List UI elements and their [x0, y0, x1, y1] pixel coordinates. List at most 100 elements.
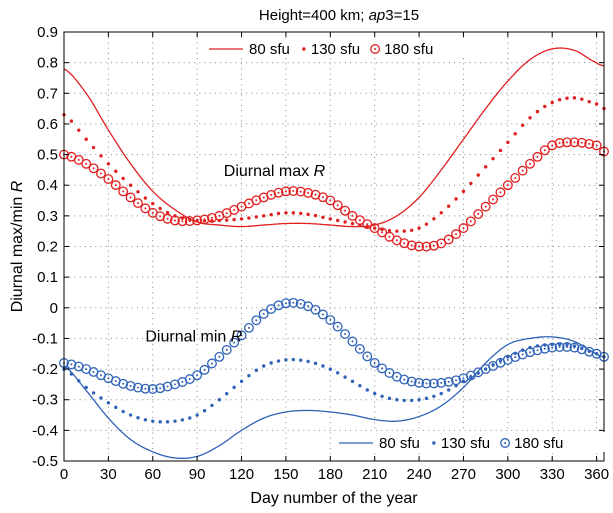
y-tick-label: -0.3 [32, 392, 58, 409]
data-point [528, 116, 532, 120]
data-point [421, 241, 432, 252]
data-point-center [529, 351, 532, 354]
data-point [458, 223, 469, 234]
data-point [362, 351, 373, 362]
data-point-center [329, 319, 332, 322]
data-point-center [344, 333, 347, 336]
legend-circle-marker [370, 44, 381, 54]
data-point [476, 173, 480, 177]
data-point-center [403, 242, 406, 245]
data-point-center [492, 364, 495, 367]
data-point-center [70, 155, 73, 158]
data-point [562, 137, 572, 148]
data-point-center [484, 368, 487, 371]
data-point [402, 398, 406, 403]
data-point-center [536, 155, 539, 158]
data-point [158, 420, 162, 424]
data-point [229, 337, 240, 348]
data-point [432, 217, 436, 221]
data-point-center [425, 245, 428, 248]
data-point-center [77, 365, 80, 368]
data-point-center [588, 142, 591, 145]
data-point-center [203, 218, 206, 221]
data-point-center [381, 231, 384, 234]
y-tick-label: 0.4 [37, 177, 58, 194]
data-point [66, 359, 77, 370]
series-max-80-sfu-line [63, 47, 605, 228]
data-point [291, 357, 296, 362]
data-point [517, 349, 528, 360]
data-point [325, 195, 336, 206]
data-point [96, 168, 106, 179]
data-point [406, 376, 417, 387]
y-tick-label: 0.5 [37, 147, 58, 164]
data-point [273, 300, 284, 311]
data-point [254, 368, 259, 373]
data-point [454, 197, 458, 201]
data-point [151, 419, 155, 423]
data-point [387, 396, 392, 401]
data-point-center [307, 191, 310, 194]
data-point-center [573, 346, 576, 349]
data-point-center [499, 191, 502, 194]
data-point [258, 308, 269, 319]
data-point-center [321, 313, 324, 316]
data-point [443, 376, 454, 387]
data-point-center [277, 191, 280, 194]
data-point-center [136, 202, 139, 205]
series-min-80-sfu-line [63, 336, 605, 459]
data-point [262, 214, 266, 218]
annotation-diurnal-max: Diurnal max R [224, 163, 326, 180]
data-point [239, 379, 244, 384]
data-point [217, 398, 222, 402]
data-point-center [366, 355, 369, 358]
data-point [343, 375, 347, 379]
data-point-center [321, 196, 324, 199]
data-point-center [92, 370, 95, 373]
y-tick-label: 0.1 [37, 269, 58, 286]
data-point [343, 220, 347, 224]
data-point [280, 186, 291, 197]
data-point-center [551, 346, 554, 349]
data-point [306, 212, 310, 217]
data-point-center [181, 220, 184, 223]
data-point [91, 145, 96, 150]
data-point [480, 201, 491, 212]
data-point-center [447, 238, 450, 241]
data-point [128, 183, 133, 187]
data-point-center [144, 387, 147, 390]
data-point [303, 187, 314, 198]
data-point [495, 187, 506, 198]
data-point [106, 401, 111, 405]
data-point [99, 396, 103, 400]
data-point-center [551, 144, 554, 147]
data-point-center [580, 348, 583, 351]
data-point-center [403, 378, 406, 381]
x-tick-label: 360 [584, 466, 609, 483]
data-point-center [196, 219, 199, 222]
data-point [121, 409, 125, 414]
data-point [347, 210, 358, 221]
legend-label: 80 sfu [249, 41, 290, 58]
data-point [284, 358, 288, 362]
data-point [340, 329, 351, 340]
data-point [409, 228, 414, 232]
data-point [143, 418, 148, 422]
data-point [81, 158, 92, 169]
data-point [369, 223, 380, 234]
series-max-180-sfu [59, 137, 609, 252]
data-point-center [99, 172, 102, 175]
data-point [498, 148, 503, 153]
data-point-center [233, 208, 236, 211]
data-point-center [447, 380, 450, 383]
data-point [162, 381, 173, 392]
data-point-center [107, 377, 110, 380]
x-tick-label: 300 [495, 466, 520, 483]
data-point-center [521, 169, 524, 172]
data-point-center [314, 193, 317, 196]
data-point-center [566, 345, 569, 348]
y-axis-label: Diurnal max/min R [9, 180, 26, 312]
y-tick-label: 0 [50, 300, 58, 317]
data-point [365, 224, 369, 229]
data-point [428, 240, 439, 251]
